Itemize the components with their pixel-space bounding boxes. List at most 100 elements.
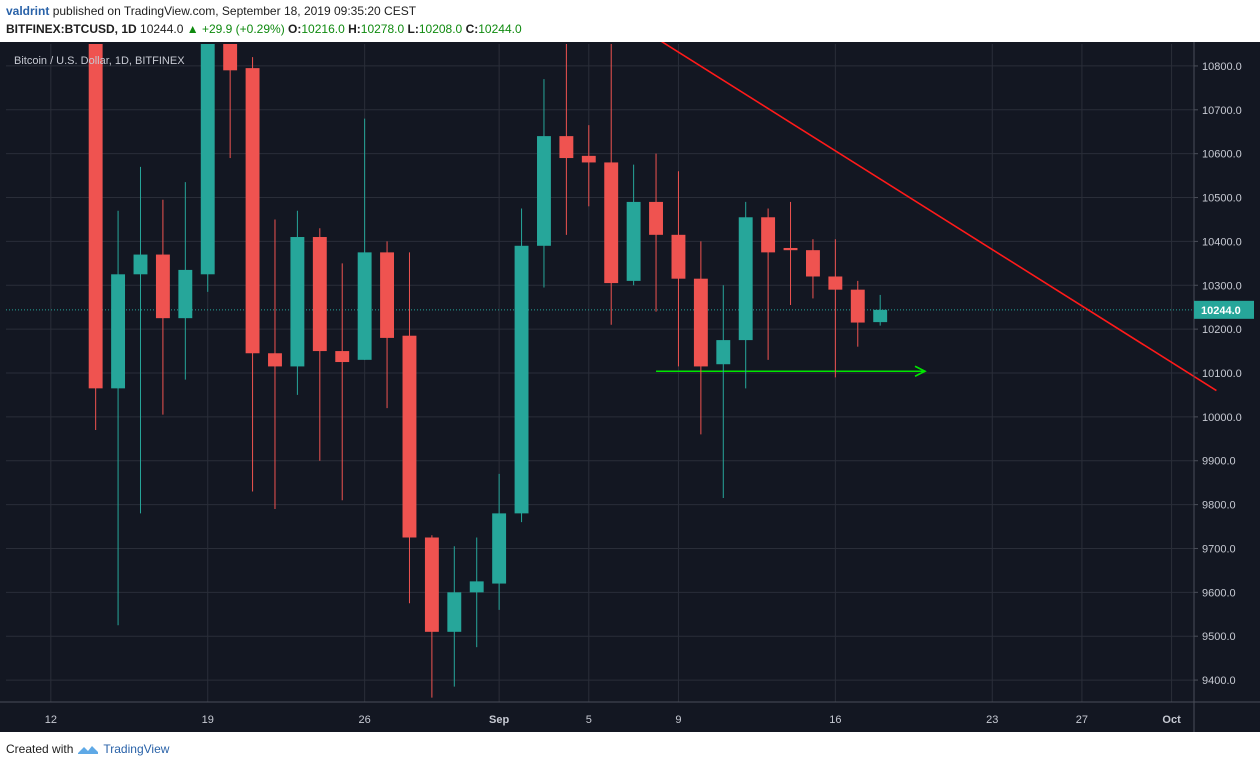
candle-body <box>626 201 641 281</box>
time-tick-label: 26 <box>359 714 371 726</box>
candle-body <box>805 250 820 277</box>
time-axis[interactable]: 12 19 26 Sep 5 9 16 23 27 Oct <box>45 714 1181 726</box>
candle[interactable] <box>783 201 798 306</box>
candle-body <box>178 269 193 319</box>
current-price-tag <box>1194 300 1254 319</box>
tradingview-logo-icon <box>78 746 99 754</box>
candle[interactable] <box>245 57 260 492</box>
candle-body <box>312 237 327 352</box>
open-label: O: <box>288 22 302 36</box>
descending-trendline[interactable] <box>589 42 1217 392</box>
price-tick-label: 9600.0 <box>1202 587 1236 599</box>
candle-body <box>223 44 238 71</box>
candle[interactable] <box>290 210 305 395</box>
candle[interactable] <box>492 473 507 610</box>
candle[interactable] <box>424 535 439 698</box>
candle[interactable] <box>604 44 619 325</box>
candle[interactable] <box>626 164 641 286</box>
low-value: 10208.0 <box>418 22 463 36</box>
candle-body <box>424 537 439 632</box>
candle[interactable] <box>873 294 888 326</box>
last-price: 10244.0 <box>140 22 184 36</box>
candle[interactable] <box>716 285 731 499</box>
candle-body <box>88 44 103 389</box>
price-change: ▲ +29.9 (+0.29%) <box>186 22 285 36</box>
price-tick-label: 10300.0 <box>1202 280 1242 292</box>
candle[interactable] <box>88 44 103 431</box>
candle[interactable] <box>469 537 484 648</box>
current-price-label: 10244.0 <box>1201 305 1241 317</box>
candle[interactable] <box>447 546 462 687</box>
price-tick-label: 9400.0 <box>1202 675 1236 687</box>
time-tick-label: 9 <box>675 714 681 726</box>
candle[interactable] <box>649 153 663 312</box>
candle-body <box>559 136 574 159</box>
candle-body <box>873 309 888 323</box>
candle[interactable] <box>380 241 395 409</box>
candlestick-chart[interactable]: 9400.0 9500.0 9600.0 9700.0 9800.0 9900.0 1000… <box>0 42 1260 732</box>
candle-body <box>469 581 484 593</box>
time-tick-label: 23 <box>986 714 998 726</box>
price-tick-label: 10000.0 <box>1202 412 1242 424</box>
candle[interactable] <box>402 252 417 604</box>
candle-body <box>402 335 417 538</box>
close-label: C: <box>465 22 479 36</box>
candle[interactable] <box>671 171 686 367</box>
candle[interactable] <box>693 241 708 435</box>
candle[interactable] <box>559 44 574 235</box>
candle[interactable] <box>514 208 529 523</box>
created-with-label: Created with <box>6 742 74 756</box>
candle[interactable] <box>200 44 215 292</box>
price-tick-label: 9800.0 <box>1202 500 1236 512</box>
candle[interactable] <box>738 201 753 389</box>
candle[interactable] <box>828 239 843 378</box>
candle-body <box>738 217 753 341</box>
candle-body <box>111 274 126 389</box>
candle[interactable] <box>178 182 193 380</box>
candle[interactable] <box>111 210 126 626</box>
low-label: L: <box>407 22 419 36</box>
candle-body <box>200 44 215 275</box>
candle-body <box>268 353 282 367</box>
candle[interactable] <box>312 228 327 461</box>
publish-info: valdrint published on TradingView.com, S… <box>6 4 416 18</box>
candle[interactable] <box>761 208 776 360</box>
candle-body <box>335 351 350 363</box>
candle[interactable] <box>133 166 148 514</box>
candle[interactable] <box>223 44 238 159</box>
ohlc-line: BITFINEX:BTCUSD, 1D 10244.0 ▲ +29.9 (+0.… <box>6 22 522 36</box>
candle[interactable] <box>805 239 820 299</box>
time-tick-label: 27 <box>1076 714 1088 726</box>
symbol-label: BITFINEX:BTCUSD, 1D <box>6 22 137 36</box>
candle[interactable] <box>357 118 372 360</box>
price-tick-label: 10400.0 <box>1202 236 1242 248</box>
candle-body <box>671 234 686 279</box>
chart-title: Bitcoin / U.S. Dollar, 1D, BITFINEX <box>14 55 185 67</box>
candle-body <box>761 217 776 253</box>
tradingview-brand-link[interactable]: TradingView <box>103 742 170 756</box>
candle-body <box>245 68 260 354</box>
time-tick-label: 19 <box>202 714 214 726</box>
grid <box>6 44 1194 702</box>
candle-body <box>447 592 462 632</box>
candle[interactable] <box>537 79 551 288</box>
candle[interactable] <box>268 219 282 509</box>
candle[interactable] <box>155 199 170 415</box>
author-name[interactable]: valdrint <box>6 4 50 18</box>
support-arrow-head <box>914 365 927 377</box>
candle-body <box>716 340 731 365</box>
candle[interactable] <box>850 280 865 347</box>
candle[interactable] <box>581 125 596 207</box>
candle-body <box>693 278 708 367</box>
time-tick-label: Oct <box>1162 714 1181 726</box>
price-tick-label: 10100.0 <box>1202 368 1242 380</box>
candle-body <box>155 254 170 319</box>
price-tick-label: 9900.0 <box>1202 456 1236 468</box>
price-tick-label: 10500.0 <box>1202 193 1242 205</box>
candle-body <box>581 155 596 163</box>
price-axis[interactable]: 9400.0 9500.0 9600.0 9700.0 9800.0 9900.0 1000… <box>1194 61 1254 687</box>
open-value: 10216.0 <box>301 22 345 36</box>
candle[interactable] <box>335 263 350 501</box>
candle-body <box>514 245 529 514</box>
candle-body <box>290 237 305 367</box>
